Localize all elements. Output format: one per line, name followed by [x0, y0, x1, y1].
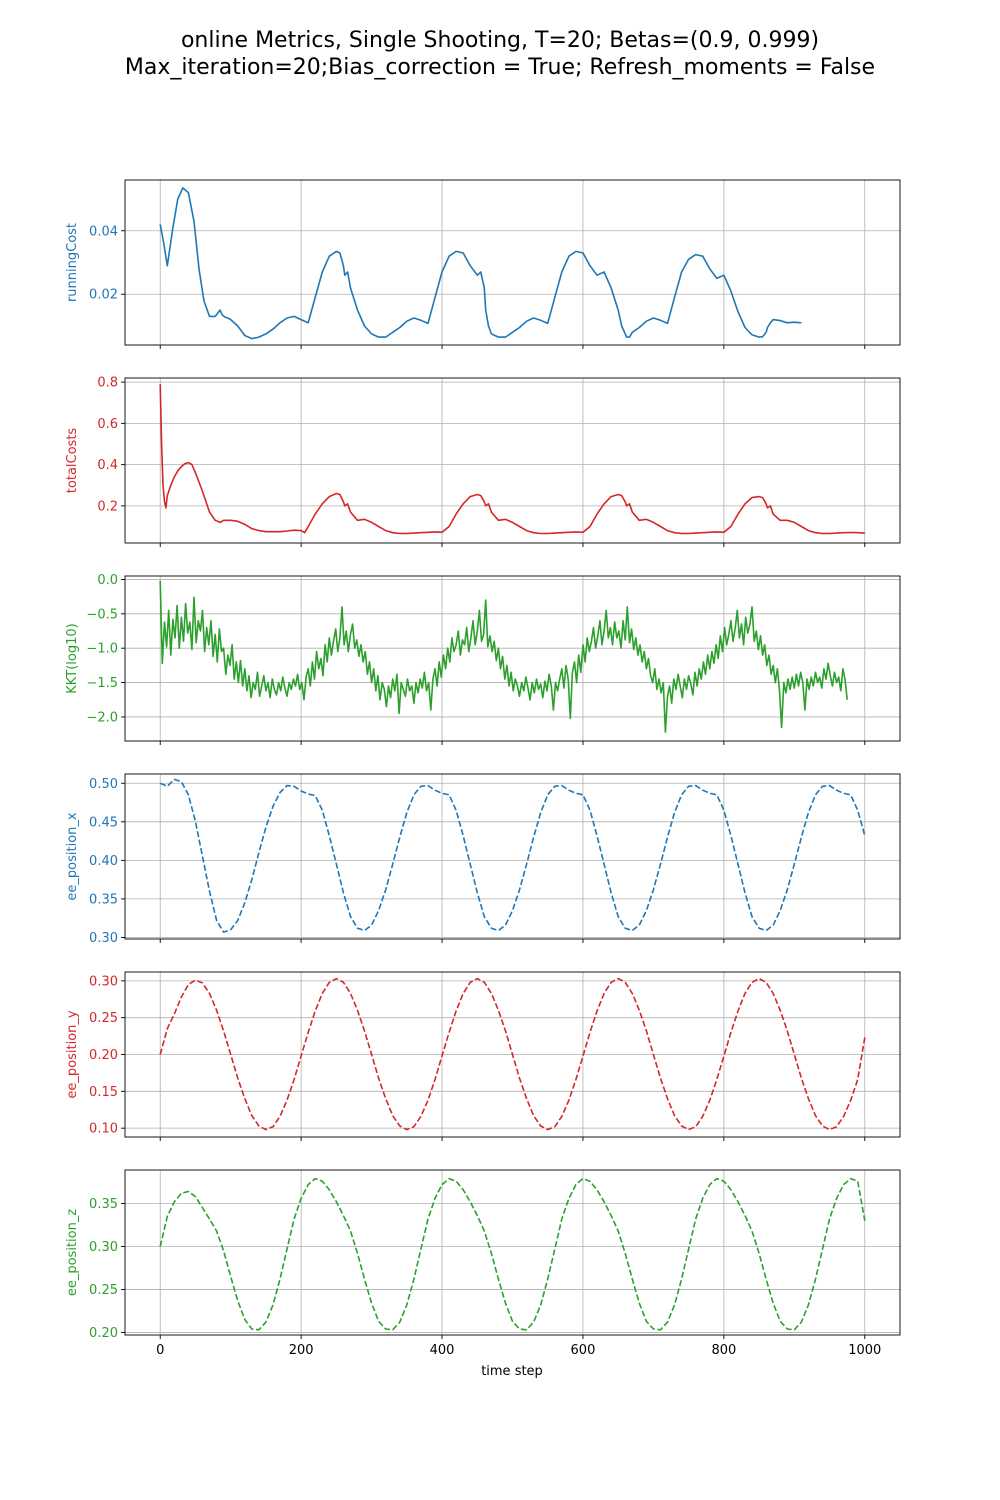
x-tick-label: 400 — [430, 1343, 455, 1358]
y-tick-label: 0.6 — [97, 417, 118, 432]
subplot-3: −2.0 −1.5 −1.0 −0.5 0.0 KKT(log10) — [65, 573, 901, 745]
x-tick-label: 200 — [289, 1343, 314, 1358]
y-tick-label: 0.50 — [89, 777, 118, 792]
series-line-runningCost — [159, 187, 802, 340]
y-tick-label: 0.20 — [89, 1326, 118, 1341]
y-axis-label: ee_position_z — [65, 1209, 80, 1296]
y-tick-label: 0.30 — [89, 974, 118, 989]
y-tick-label: 0.25 — [89, 1011, 118, 1026]
y-tick-label: 0.2 — [97, 499, 118, 514]
x-tick-label: 600 — [571, 1343, 596, 1358]
y-tick-label: 0.25 — [89, 1283, 118, 1298]
subplot-5: 0.10 0.15 0.20 0.25 0.30 ee_position_y — [65, 971, 901, 1141]
x-tick-label: 0 — [156, 1343, 164, 1358]
x-axis-label: time step — [481, 1364, 543, 1379]
y-tick-label: −0.5 — [86, 607, 118, 622]
y-tick-label: 0.20 — [89, 1048, 118, 1063]
y-tick-label: −1.0 — [86, 642, 118, 657]
y-tick-label: 0.30 — [89, 1240, 118, 1255]
axes-frame — [124, 773, 901, 940]
y-tick-label: 0.35 — [89, 1197, 118, 1212]
series-line-ee_position_x — [159, 778, 866, 933]
y-tick-label: 0.0 — [97, 573, 118, 588]
axes-frame — [124, 179, 901, 346]
axes-frame — [124, 575, 901, 742]
series-line-KKT(log10) — [159, 580, 848, 733]
y-tick-label: 0.35 — [89, 892, 118, 907]
y-axis-label: runningCost — [65, 223, 80, 302]
figure-title-line-1: online Metrics, Single Shooting, T=20; B… — [180, 28, 820, 53]
y-tick-label: 0.8 — [97, 376, 118, 391]
y-tick-label: 0.45 — [89, 815, 118, 830]
series-line-ee_position_y — [159, 977, 866, 1131]
series-line-ee_position_z — [159, 1177, 866, 1331]
axes-frame — [124, 1169, 901, 1336]
y-axis-label: totalCosts — [65, 428, 80, 494]
y-tick-label: −1.5 — [86, 676, 118, 691]
y-axis-label: KKT(log10) — [65, 623, 80, 693]
axes-frame — [124, 377, 901, 544]
y-tick-label: 0.40 — [89, 854, 118, 869]
y-tick-label: 0.04 — [89, 224, 118, 239]
series-line-totalCosts — [159, 384, 865, 535]
y-tick-label: 0.15 — [89, 1085, 118, 1100]
figure-title-line-2: Max_iteration=20;Bias_correction = True;… — [124, 55, 876, 80]
x-tick-label: 800 — [711, 1343, 736, 1358]
subplot-4: 0.30 0.35 0.40 0.45 0.50 ee_position_x — [65, 773, 901, 946]
subplot-2: 0.2 0.4 0.6 0.8 totalCosts — [65, 376, 901, 547]
y-tick-label: 0.30 — [89, 931, 118, 946]
x-tick-label: 1000 — [848, 1343, 881, 1358]
y-axis-label: ee_position_y — [65, 1010, 80, 1098]
subplot-1: 0.02 0.04 runningCost — [65, 179, 901, 349]
y-tick-label: 0.10 — [89, 1122, 118, 1137]
y-tick-label: −2.0 — [86, 710, 118, 725]
y-tick-label: 0.02 — [89, 288, 118, 303]
y-axis-label: ee_position_x — [65, 812, 80, 900]
subplot-6: 0.20 0.25 0.30 0.35 0 200 400 600 800 1000 ee_posi… — [65, 1169, 901, 1379]
y-tick-label: 0.4 — [97, 458, 118, 473]
